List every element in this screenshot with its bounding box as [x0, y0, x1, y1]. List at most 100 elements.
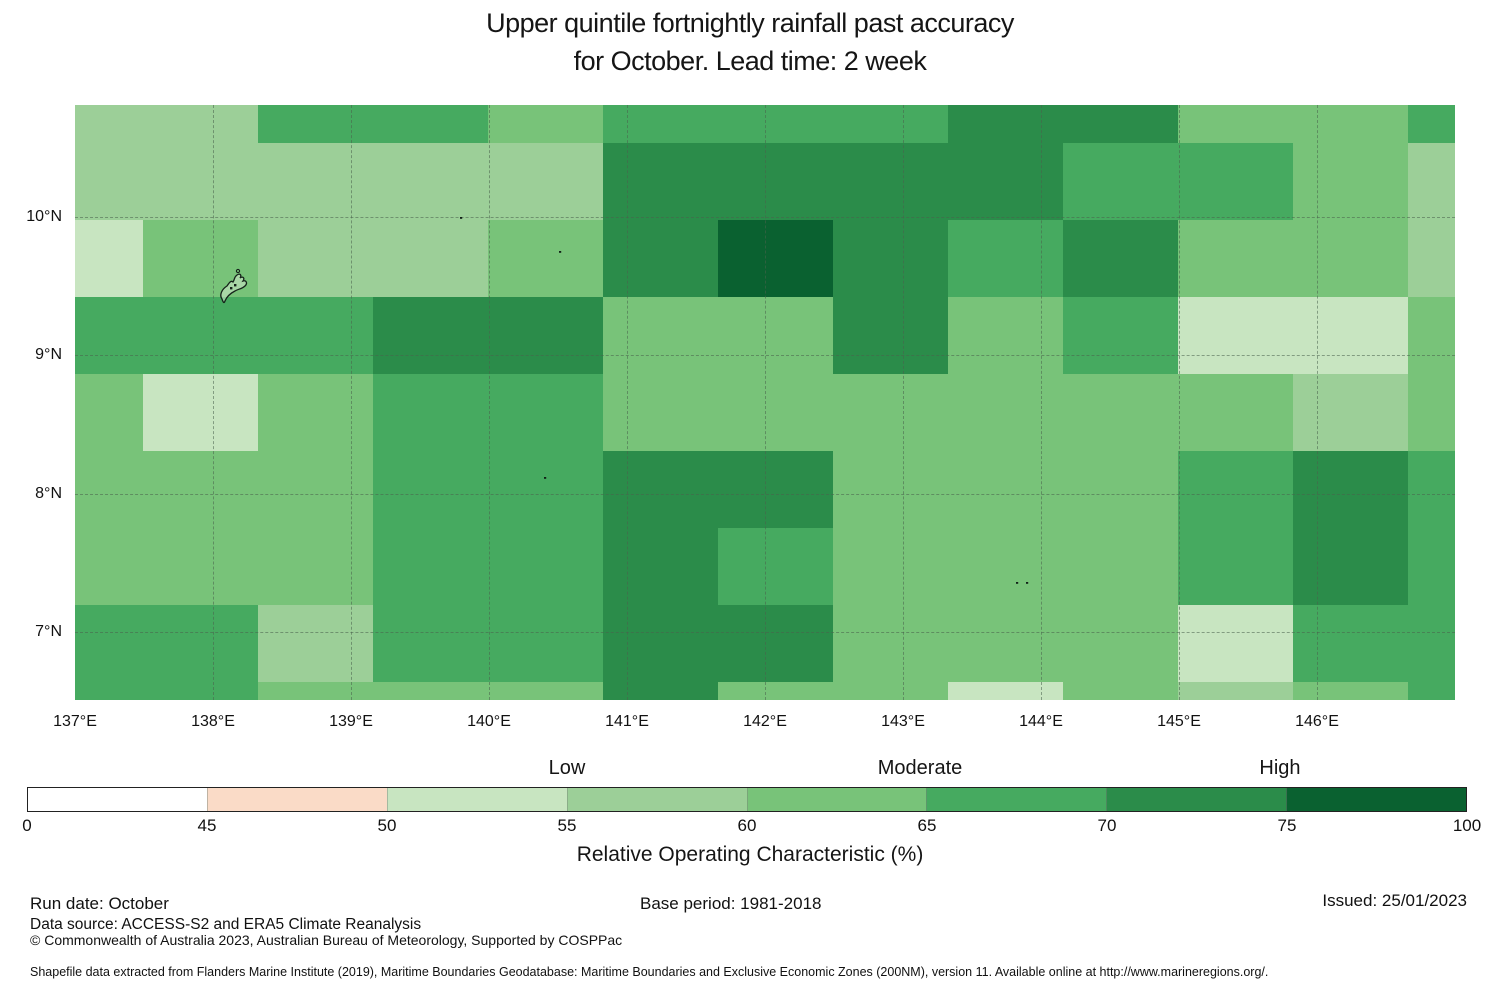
heatmap-cell	[833, 374, 948, 451]
heatmap-cell	[75, 220, 143, 297]
heatmap-cell	[1178, 220, 1293, 297]
heatmap-cell	[1293, 143, 1408, 220]
colorbar-tick-label: 60	[737, 816, 757, 835]
heatmap-cell	[833, 220, 948, 297]
heatmap-cell	[1293, 374, 1408, 451]
colorbar-tick-label: 70	[1097, 816, 1117, 835]
copyright-text: © Commonwealth of Australia 2023, Austra…	[30, 932, 623, 948]
colorbar-segment	[1106, 788, 1287, 811]
heatmap-cell	[1293, 105, 1408, 143]
x-tick-label: 137°E	[53, 713, 97, 730]
meridian-gridline	[765, 105, 766, 700]
heatmap-cell	[1408, 143, 1455, 220]
heatmap-cell	[488, 143, 603, 220]
heatmap-cell	[603, 451, 718, 528]
heatmap-cell	[1408, 297, 1455, 374]
heatmap-cell	[718, 105, 833, 143]
heatmap-cell	[1063, 297, 1178, 374]
heatmap-cell	[718, 374, 833, 451]
heatmap-cell	[75, 143, 143, 220]
heatmap-cell	[258, 374, 373, 451]
heatmap-cell	[1293, 605, 1408, 682]
colorbar-tick-label: 55	[557, 816, 577, 835]
heatmap-cell	[1408, 682, 1455, 700]
heatmap-cell	[833, 143, 948, 220]
heatmap-cell	[1408, 105, 1455, 143]
parallel-gridline	[75, 632, 1455, 633]
y-tick-label: 8°N	[35, 485, 62, 502]
heatmap-cell	[603, 220, 718, 297]
heatmap-cell	[948, 682, 1063, 700]
heatmap-cell	[1408, 451, 1455, 528]
x-tick-label: 139°E	[329, 713, 373, 730]
heatmap-cell	[833, 105, 948, 143]
heatmap-cell	[718, 451, 833, 528]
title-line-2: for October. Lead time: 2 week	[573, 46, 927, 76]
heatmap-cell	[718, 605, 833, 682]
heatmap-cell	[488, 451, 603, 528]
colorbar-axis-label: Relative Operating Characteristic (%)	[576, 843, 924, 866]
heatmap-cell	[143, 220, 258, 297]
heatmap-cell	[373, 297, 488, 374]
heatmap-cell	[1063, 220, 1178, 297]
heatmap-cell	[1063, 682, 1178, 700]
heatmap-cell	[833, 682, 948, 700]
parallel-gridline	[75, 355, 1455, 356]
colorbar-category-high: High	[1259, 757, 1301, 779]
meridian-gridline	[489, 105, 490, 700]
y-tick-label: 10°N	[26, 208, 62, 225]
heatmap-cell	[143, 297, 258, 374]
meridian-gridline	[627, 105, 628, 700]
heatmap-cell	[143, 605, 258, 682]
heatmap-cell	[948, 105, 1063, 143]
meridian-gridline	[1041, 105, 1042, 700]
meridian-gridline	[213, 105, 214, 700]
heatmap-cell	[603, 143, 718, 220]
heatmap-cell	[948, 220, 1063, 297]
heatmap-cell	[1063, 143, 1178, 220]
meridian-gridline	[1317, 105, 1318, 700]
parallel-gridline	[75, 217, 1455, 218]
x-tick-label: 146°E	[1295, 713, 1339, 730]
heatmap-cell	[75, 105, 143, 143]
heatmap-cell	[373, 605, 488, 682]
heatmap-cell	[75, 605, 143, 682]
meridian-gridline	[351, 105, 352, 700]
heatmap-cell	[603, 105, 718, 143]
heatmap-cell	[258, 451, 373, 528]
heatmap-cell	[75, 528, 143, 605]
heatmap-cell	[143, 143, 258, 220]
heatmap-cell	[603, 297, 718, 374]
heatmap-cell	[1178, 682, 1293, 700]
colorbar-segment	[1286, 788, 1466, 811]
heatmap-cell	[373, 451, 488, 528]
heatmap-cell	[1293, 451, 1408, 528]
heatmap-cell	[75, 374, 143, 451]
heatmap-cell	[258, 528, 373, 605]
heatmap-cell	[1293, 220, 1408, 297]
heatmap-cell	[718, 220, 833, 297]
heatmap-cell	[948, 528, 1063, 605]
heatmap-cell	[603, 605, 718, 682]
heatmap-cell	[833, 528, 948, 605]
x-tick-label: 142°E	[743, 713, 787, 730]
heatmap-cell	[258, 105, 373, 143]
colorbar-tick-label: 0	[22, 816, 32, 835]
heatmap-cell	[1063, 451, 1178, 528]
heatmap-cell	[603, 528, 718, 605]
heatmap-cell	[833, 451, 948, 528]
heatmap-cell	[833, 297, 948, 374]
heatmap-cell	[1408, 220, 1455, 297]
heatmap-cell	[1293, 682, 1408, 700]
run-date-text: Run date: October	[30, 894, 169, 913]
x-tick-label: 144°E	[1019, 713, 1063, 730]
heatmap-cell	[373, 374, 488, 451]
heatmap-cell	[488, 528, 603, 605]
colorbar-category-low: Low	[548, 757, 586, 779]
heatmap-cell	[1178, 451, 1293, 528]
colorbar-segment	[566, 788, 747, 811]
heatmap-cell	[488, 605, 603, 682]
heatmap-cell	[143, 451, 258, 528]
x-tick-label: 145°E	[1157, 713, 1201, 730]
